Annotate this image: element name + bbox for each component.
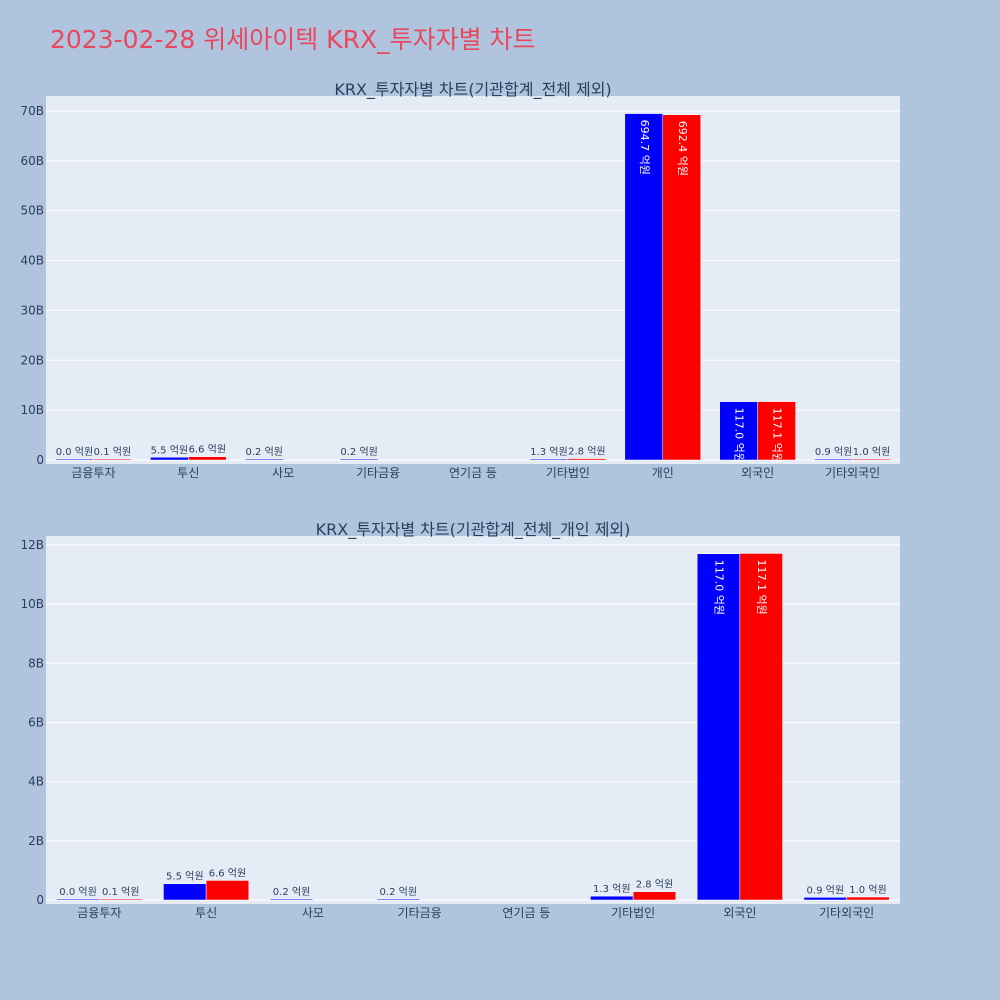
y-tick-label: 6B [28,715,44,729]
bar [739,553,783,901]
x-tick-label: 기타법인 [546,466,590,480]
y-tick-label: 0 [36,453,44,467]
data-label: 5.5 억원 [166,871,203,883]
bar [846,896,890,901]
x-tick-label: 사모 [272,466,294,480]
bar [55,458,94,461]
x-tick-label: 투신 [177,466,199,480]
bar [632,891,677,901]
data-label: 0.9 억원 [807,884,844,896]
data-label: 0.1 억원 [102,886,139,898]
data-label: 5.5 억원 [151,444,188,456]
data-label: 694.7 억원 [638,120,651,175]
x-tick-label: 금융투자 [77,906,121,920]
bar [339,458,379,461]
data-label: 0.2 억원 [273,886,310,898]
data-label: 2.8 억원 [568,446,605,458]
y-tick-label: 10B [20,597,44,611]
data-label: 1.0 억원 [849,884,886,896]
bar [163,883,207,901]
bar [376,898,420,901]
x-tick-label: 외국인 [741,466,774,480]
x-tick-label: 투신 [195,906,217,920]
y-tick-label: 8B [28,656,44,670]
y-tick-label: 30B [20,303,44,317]
data-label: 0.2 억원 [246,446,283,458]
bar [624,113,664,461]
y-tick-label: 70B [20,104,44,118]
data-label: 117.1 억원 [771,408,784,463]
bar [590,895,634,901]
x-tick-label: 기타금융 [398,906,442,920]
data-label: 117.1 억원 [755,559,768,614]
bar [245,458,284,461]
y-tick-label: 10B [20,403,44,417]
chart-1: KRX_투자자별 차트(기관합계_전체 제외) 0 10B 20B 30B 40B 50B 6… [20,80,900,480]
x-tick-label: 기타외국인 [825,466,880,480]
data-label: 692.4 억원 [676,121,689,176]
x-tick-label: 사모 [302,906,324,920]
data-label: 0.2 억원 [380,886,417,898]
x-tick-label: 외국인 [723,906,756,920]
bar [205,880,250,901]
x-tick-label: 기타외국인 [819,906,874,920]
bar [696,553,741,901]
bar [719,401,758,461]
bar [852,458,891,461]
data-label: 1.3 억원 [530,446,567,458]
x-tick-label: 기타법인 [611,906,655,920]
x-tick-label: 금융투자 [71,466,115,480]
chart-title: KRX_투자자별 차트(기관합계_전체 제외) [334,80,611,100]
y-tick-label: 2B [28,834,44,848]
data-label: 6.6 억원 [189,444,226,456]
data-label: 1.0 억원 [853,446,890,458]
y-tick-label: 50B [20,204,44,218]
bar [814,458,853,461]
bar [150,457,189,461]
bar [757,401,796,461]
bar [662,114,701,461]
data-label: 2.8 억원 [636,879,673,891]
page-title: 2023-02-28 위세아이텍 KRX_투자자별 차트 [50,25,536,54]
x-tick-label: 기타금융 [356,466,400,480]
y-tick-label: 60B [20,154,44,168]
x-tick-label: 연기금 등 [449,466,497,480]
data-label: 1.3 억원 [593,883,630,895]
bar [529,458,569,461]
bar [567,458,607,461]
bar [269,898,314,901]
y-tick-label: 0 [36,893,44,907]
data-label: 0.9 억원 [815,446,852,458]
bar [93,458,132,461]
data-label: 0.0 억원 [59,886,96,898]
y-tick-label: 12B [20,538,44,552]
chart-title: KRX_투자자별 차트(기관합계_전체_개인 제외) [316,520,631,540]
data-label: 0.1 억원 [94,446,131,458]
y-tick-label: 20B [20,353,44,367]
y-tick-label: 40B [20,254,44,268]
data-label: 0.0 억원 [56,446,93,458]
bar [56,898,100,901]
bar [803,897,847,901]
data-label: 117.0 억원 [733,408,746,463]
data-label: 0.2 억원 [340,446,377,458]
x-tick-label: 개인 [652,466,674,480]
data-label: 117.0 억원 [713,560,726,615]
data-label: 6.6 억원 [209,867,246,879]
y-tick-label: 4B [28,775,44,789]
chart-2: KRX_투자자별 차트(기관합계_전체_개인 제외) 0 2B 4B 6B 8B 10B 12… [20,520,900,920]
bar [99,898,143,901]
x-tick-label: 연기금 등 [502,906,550,920]
bar [188,456,227,461]
